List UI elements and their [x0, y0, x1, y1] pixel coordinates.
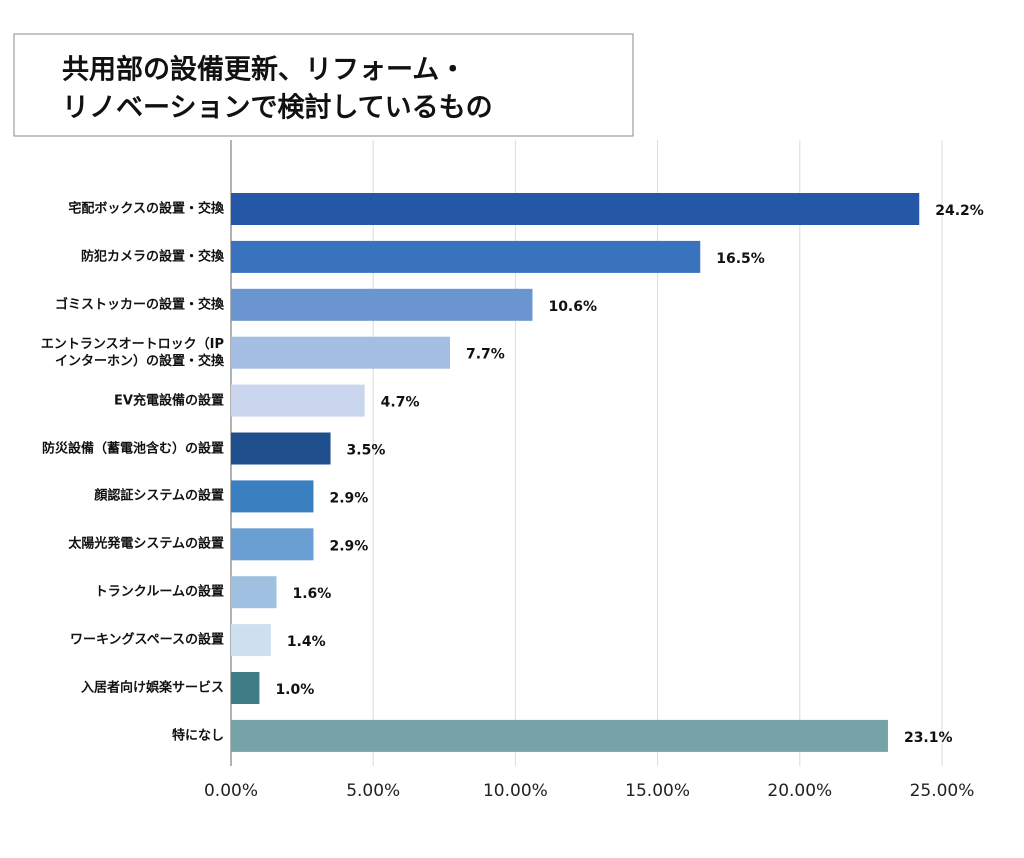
bar	[231, 384, 365, 417]
value-label: 23.1%	[904, 730, 953, 746]
y-tick-label: 入居者向け娯楽サービス	[80, 680, 224, 696]
chart-title: リノベーションで検討しているもの	[62, 92, 493, 124]
x-tick-label: 20.00%	[767, 781, 832, 801]
bar	[231, 193, 920, 225]
y-tick-label: ワーキングスペースの設置	[69, 632, 224, 648]
value-label: 1.0%	[275, 682, 314, 698]
value-label: 3.5%	[347, 443, 386, 459]
y-tick-label: ゴミストッカーの設置・交換	[54, 297, 224, 313]
bar	[231, 672, 260, 704]
value-label: 7.7%	[466, 347, 505, 363]
value-label: 10.6%	[548, 299, 597, 315]
y-tick-label: 顔認証システムの設置	[94, 488, 224, 504]
bar	[231, 719, 888, 752]
title-box	[13, 33, 634, 137]
value-label: 24.2%	[935, 203, 984, 219]
y-tick-label: 宅配ボックスの設置・交換	[68, 201, 224, 217]
x-tick-label: 10.00%	[483, 781, 548, 801]
bar	[231, 480, 314, 513]
y-tick-label: EV充電設備の設置	[114, 393, 224, 409]
x-tick-label: 5.00%	[346, 781, 400, 801]
x-tick-label: 0.00%	[204, 781, 258, 801]
bar	[231, 528, 314, 561]
bar	[231, 336, 450, 369]
bar	[231, 624, 271, 657]
y-tick-label: 特になし	[171, 728, 224, 744]
value-label: 1.4%	[287, 634, 326, 650]
value-label: 16.5%	[716, 251, 765, 267]
bar	[231, 240, 701, 273]
x-tick-label: 25.00%	[910, 781, 975, 801]
bar	[231, 288, 533, 321]
x-tick-label: 15.00%	[625, 781, 690, 801]
bar	[231, 576, 277, 609]
y-tick-label: トランクルームの設置	[94, 584, 224, 600]
value-label: 1.6%	[293, 586, 332, 602]
y-tick-label: 防災設備（蓄電池含む）の設置	[41, 441, 224, 456]
value-label: 2.9%	[329, 490, 368, 506]
value-label: 4.7%	[381, 395, 420, 411]
chart-title: 共用部の設備更新、リフォーム・	[62, 54, 466, 86]
y-tick-label: 太陽光発電システムの設置	[68, 536, 224, 552]
y-tick-label: 防犯カメラの設置・交換	[80, 249, 224, 265]
y-tick-label: エントランスオートロック（IP インターホン）の設置・交換	[40, 336, 224, 369]
value-label: 2.9%	[329, 538, 368, 554]
bar	[231, 432, 331, 465]
